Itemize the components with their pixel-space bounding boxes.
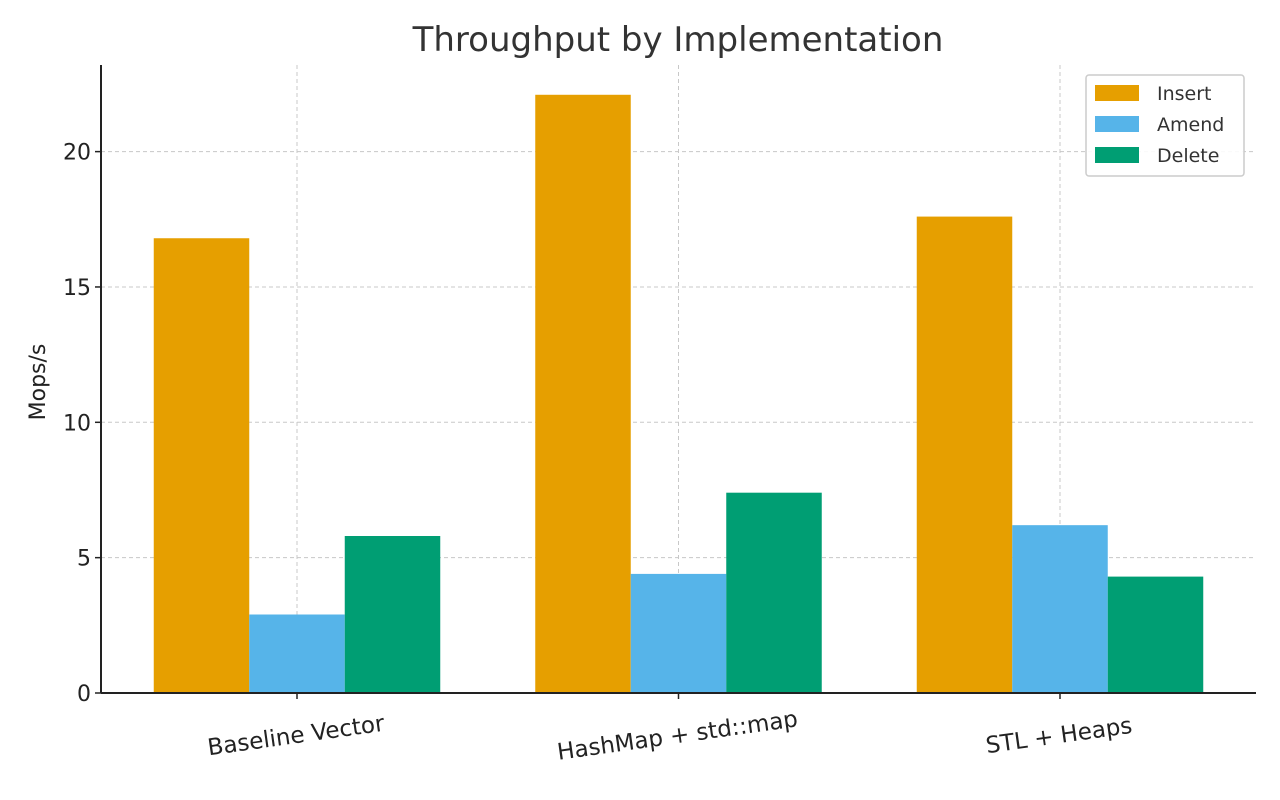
bar-delete-2 (1107, 576, 1204, 693)
y-ticks: 0 5 10 15 20 (63, 141, 101, 707)
bar-insert-1 (535, 94, 631, 693)
legend-swatch-delete (1095, 147, 1139, 163)
bar-insert-2 (916, 216, 1013, 693)
bar-delete-0 (344, 536, 441, 693)
x-category-label-0: Baseline Vector (206, 711, 387, 762)
y-tick-label-3: 15 (63, 276, 91, 301)
legend-label-amend: Amend (1157, 114, 1224, 136)
bar-amend-0 (249, 614, 345, 693)
bar-amend-2 (1012, 525, 1108, 693)
y-tick-label-4: 20 (63, 141, 91, 166)
x-category-labels: Baseline Vector HashMap + std::map STL + H… (206, 693, 1134, 766)
legend-swatch-insert (1095, 85, 1139, 101)
chart-title: Throughput by Implementation (412, 20, 944, 60)
legend: Insert Amend Delete (1085, 74, 1245, 177)
y-tick-label-2: 10 (63, 411, 91, 436)
bar-insert-0 (153, 238, 250, 693)
y-axis-label: Mops/s (26, 344, 51, 421)
y-tick-label-0: 0 (77, 682, 91, 707)
x-category-label-1: HashMap + std::map (556, 706, 800, 766)
x-category-label-2: STL + Heaps (984, 713, 1134, 759)
legend-label-insert: Insert (1157, 83, 1212, 105)
legend-swatch-amend (1095, 116, 1139, 132)
bar-amend-1 (630, 573, 727, 693)
y-tick-label-1: 5 (77, 547, 91, 572)
bar-delete-1 (726, 492, 822, 693)
bars (153, 94, 1204, 693)
legend-label-delete: Delete (1157, 145, 1219, 167)
